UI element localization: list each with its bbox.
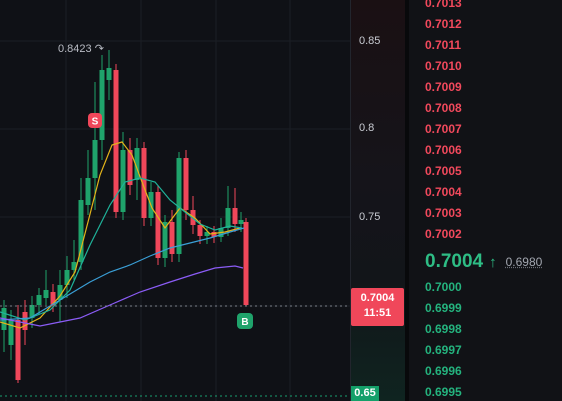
candle-body bbox=[64, 270, 70, 285]
last-price-row: 0.7004 ↑ 0.6980 bbox=[425, 250, 542, 274]
candle-body bbox=[204, 232, 210, 236]
ask-price[interactable]: 0.7004 bbox=[425, 185, 462, 199]
bid-price[interactable]: 0.6995 bbox=[425, 385, 462, 399]
ask-price[interactable]: 0.7003 bbox=[425, 206, 462, 220]
current-price-label: 0.7004 11:51 bbox=[351, 288, 404, 326]
sell-signal-badge bbox=[88, 113, 102, 128]
bid-price[interactable]: 0.6996 bbox=[425, 364, 462, 378]
candle-body bbox=[190, 210, 196, 225]
candle-body bbox=[50, 292, 56, 305]
candle-body bbox=[155, 192, 161, 258]
chart-canvas[interactable]: 0.8423 ↷ S B bbox=[0, 0, 350, 401]
moving-average-line bbox=[0, 177, 243, 321]
candle-body bbox=[183, 158, 189, 210]
axis-tick-label: 0.8 bbox=[359, 122, 375, 134]
candle-body bbox=[197, 225, 203, 236]
candle-body bbox=[92, 140, 98, 178]
ask-price[interactable]: 0.7006 bbox=[425, 143, 462, 157]
candle-body bbox=[176, 158, 182, 254]
ask-price[interactable]: 0.7007 bbox=[425, 122, 462, 136]
candle-body bbox=[120, 150, 126, 212]
ask-price[interactable]: 0.7010 bbox=[425, 59, 462, 73]
ask-price[interactable]: 0.7009 bbox=[425, 80, 462, 94]
ask-price[interactable]: 0.7013 bbox=[425, 0, 462, 10]
arrow-up-icon: ↑ bbox=[489, 253, 497, 271]
bid-price[interactable]: 0.6998 bbox=[425, 322, 462, 336]
axis-bottom-label: 0.65 bbox=[351, 386, 379, 401]
ask-price[interactable]: 0.7008 bbox=[425, 101, 462, 115]
moving-average-line bbox=[0, 141, 241, 329]
candle-body bbox=[232, 208, 238, 224]
candle-body bbox=[36, 295, 42, 305]
bid-price[interactable]: 0.7000 bbox=[425, 280, 462, 294]
candle-body bbox=[162, 222, 168, 258]
order-book: 0.7013 0.7012 0.7011 0.7010 0.7009 0.700… bbox=[409, 0, 562, 401]
ask-price[interactable]: 0.7002 bbox=[425, 227, 462, 241]
buy-signal-badge bbox=[237, 313, 253, 329]
bid-price[interactable]: 0.6997 bbox=[425, 343, 462, 357]
current-price-value: 0.7004 bbox=[360, 292, 395, 304]
candle-body bbox=[57, 285, 63, 300]
last-price[interactable]: 0.7004 bbox=[425, 251, 484, 272]
high-price-marker: 0.8423 ↷ bbox=[58, 43, 104, 55]
pane-divider[interactable] bbox=[405, 0, 409, 401]
candle-body bbox=[169, 222, 175, 254]
sell-signal-label: S bbox=[92, 117, 99, 128]
candle-body bbox=[71, 262, 77, 270]
axis-tick-label: 0.75 bbox=[359, 211, 381, 223]
moving-average-line bbox=[0, 227, 245, 321]
candlestick-chart[interactable]: 0.8423 ↷ S B bbox=[0, 0, 350, 401]
candle-body bbox=[8, 320, 14, 345]
mark-price[interactable]: 0.6980 bbox=[505, 255, 543, 269]
candle-body bbox=[211, 232, 217, 237]
candle-body bbox=[85, 178, 91, 205]
candle-body bbox=[78, 200, 84, 262]
candle-body bbox=[22, 312, 28, 330]
moving-average-line bbox=[0, 265, 244, 327]
candle-body bbox=[43, 290, 49, 298]
buy-signal-label: B bbox=[241, 317, 248, 328]
bid-price[interactable]: 0.6999 bbox=[425, 301, 462, 315]
axis-tick-label: 0.85 bbox=[359, 35, 381, 47]
candle-body bbox=[29, 305, 35, 318]
candle-body bbox=[238, 220, 244, 224]
candle-body bbox=[15, 320, 21, 380]
ask-price[interactable]: 0.7012 bbox=[425, 17, 462, 31]
candle-body bbox=[243, 222, 249, 305]
candle-body bbox=[141, 148, 147, 218]
candle-body bbox=[113, 70, 119, 212]
candle-body bbox=[225, 208, 231, 228]
candle-body bbox=[106, 68, 112, 80]
price-axis[interactable]: 0.85 0.8 0.75 0.7004 11:51 0.65 bbox=[350, 0, 405, 401]
ask-price[interactable]: 0.7011 bbox=[425, 38, 462, 52]
ask-price[interactable]: 0.7005 bbox=[425, 164, 462, 178]
candle-body bbox=[134, 148, 140, 180]
candle-body bbox=[99, 70, 105, 140]
candle-countdown: 11:51 bbox=[363, 307, 392, 319]
candle-body bbox=[127, 150, 133, 185]
